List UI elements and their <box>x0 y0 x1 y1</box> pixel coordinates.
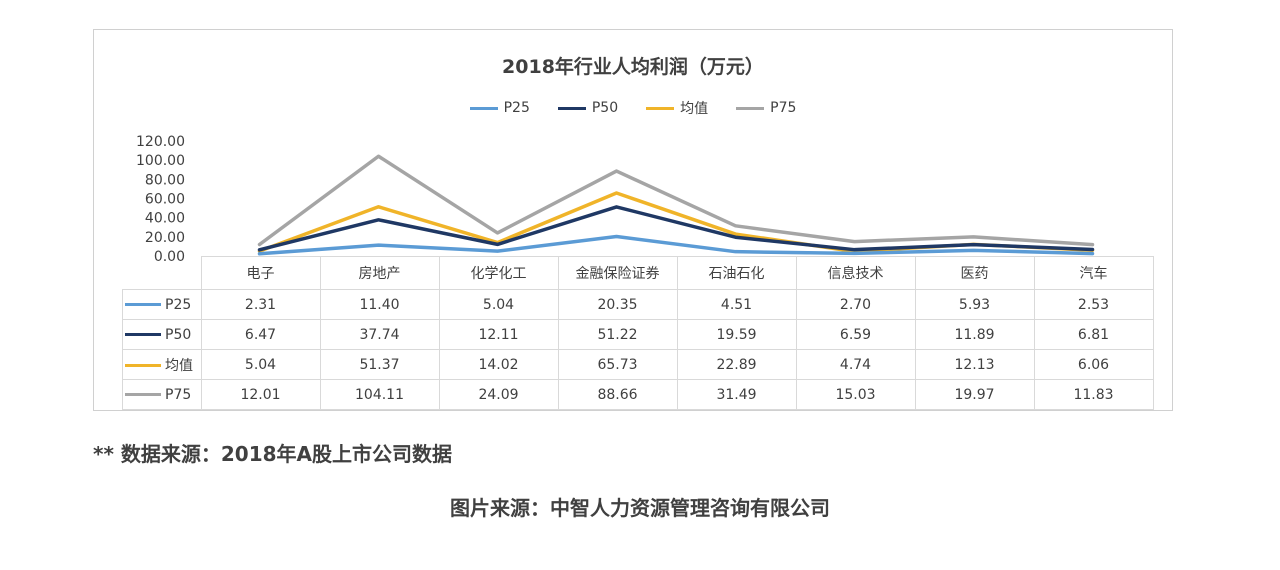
table-cell: 4.74 <box>795 349 916 380</box>
table-row-p75: P75 12.01 104.11 24.09 88.66 31.49 15.03… <box>122 379 1154 410</box>
series-swatch <box>125 303 161 306</box>
table-row-mean: 均值 5.04 51.37 14.02 65.73 22.89 4.74 12.… <box>122 349 1154 380</box>
row-header: P25 <box>122 289 202 320</box>
table-cell: 104.11 <box>319 379 440 410</box>
row-header: P50 <box>122 319 202 350</box>
table-cell: 88.66 <box>557 379 678 410</box>
y-tick-label: 100.00 <box>136 153 185 169</box>
table-cell: 15.03 <box>795 379 916 410</box>
y-tick-label: 120.00 <box>136 134 185 150</box>
table-cell: 5.04 <box>200 349 321 380</box>
table-cell: 65.73 <box>557 349 678 380</box>
legend-line-p75 <box>736 106 765 110</box>
table-cell: 20.35 <box>557 289 678 320</box>
chart-legend: P25 P50 均值 P75 <box>94 98 1172 118</box>
table-cell: 12.13 <box>914 349 1035 380</box>
table-cell: 51.37 <box>319 349 440 380</box>
row-header: P75 <box>122 379 202 410</box>
data-table: 电子 房地产 化学化工 金融保险证券 石油石化 信息技术 医药 汽车 P25 2… <box>122 256 1154 410</box>
table-cell: 22.89 <box>676 349 797 380</box>
legend-item-p75: P75 <box>736 98 796 118</box>
legend-label-p50: P50 <box>591 100 619 116</box>
category-label: 信息技术 <box>795 256 916 290</box>
legend-label-p25: P25 <box>503 100 530 116</box>
row-header: 均值 <box>122 349 202 380</box>
category-label: 金融保险证券 <box>557 256 678 290</box>
series-swatch <box>125 393 161 396</box>
table-cell: 31.49 <box>676 379 797 410</box>
table-cell: 6.47 <box>200 319 321 350</box>
table-corner <box>122 256 202 290</box>
category-label: 医药 <box>914 256 1035 290</box>
table-cell: 11.89 <box>914 319 1035 350</box>
legend-item-mean: 均值 <box>646 98 708 118</box>
series-swatch <box>125 333 161 336</box>
table-cell: 2.70 <box>795 289 916 320</box>
y-tick-label: 20.00 <box>145 230 185 246</box>
table-cell: 11.83 <box>1033 379 1154 410</box>
table-cell: 37.74 <box>319 319 440 350</box>
series-label: P75 <box>165 386 192 403</box>
table-cell: 2.53 <box>1033 289 1154 320</box>
y-tick-label: 40.00 <box>145 211 185 227</box>
table-cell: 19.59 <box>676 319 797 350</box>
table-cell: 5.93 <box>914 289 1035 320</box>
table-cell: 6.59 <box>795 319 916 350</box>
table-cell: 4.51 <box>676 289 797 320</box>
table-cell: 24.09 <box>438 379 559 410</box>
chart-title: 2018年行业人均利润（万元） <box>502 56 764 78</box>
legend-item-p50: P50 <box>557 98 619 118</box>
category-label: 石油石化 <box>676 256 797 290</box>
category-label: 汽车 <box>1033 256 1154 290</box>
table-cell: 14.02 <box>438 349 559 380</box>
series-line-p50 <box>257 205 1095 252</box>
table-cell: 11.40 <box>319 289 440 320</box>
series-label: P25 <box>165 296 192 313</box>
series-swatch <box>125 364 161 367</box>
category-label: 电子 <box>200 256 321 290</box>
legend-item-p25: P25 <box>469 98 530 118</box>
category-label: 房地产 <box>319 256 440 290</box>
table-cell: 2.31 <box>200 289 321 320</box>
category-label: 化学化工 <box>438 256 559 290</box>
table-row-p25: P25 2.31 11.40 5.04 20.35 4.51 2.70 5.93… <box>122 289 1154 320</box>
table-cell: 5.04 <box>438 289 559 320</box>
legend-line-p25 <box>469 106 498 110</box>
y-tick-label: 80.00 <box>145 172 185 188</box>
series-line-p25 <box>257 234 1095 256</box>
series-label: P50 <box>165 326 192 343</box>
table-cell: 6.06 <box>1033 349 1154 380</box>
chart-frame: 2018年行业人均利润（万元） P25 P50 均值 P75 0.00 20.00… <box>93 29 1173 411</box>
table-cell: 12.11 <box>438 319 559 350</box>
legend-label-p75: P75 <box>770 100 797 116</box>
table-cell: 6.81 <box>1033 319 1154 350</box>
image-source-credit: 图片来源：中智人力资源管理咨询有限公司 <box>450 496 830 520</box>
series-label: 均值 <box>165 357 193 374</box>
table-cell: 51.22 <box>557 319 678 350</box>
legend-label-mean: 均值 <box>680 101 709 117</box>
table-row-p50: P50 6.47 37.74 12.11 51.22 19.59 6.59 11… <box>122 319 1154 350</box>
legend-line-p50 <box>557 106 586 110</box>
table-cell: 19.97 <box>914 379 1035 410</box>
series-line-p75 <box>257 154 1095 247</box>
legend-line-mean <box>646 106 675 110</box>
series-lines <box>257 154 1095 256</box>
table-header-row: 电子 房地产 化学化工 金融保险证券 石油石化 信息技术 医药 汽车 <box>122 256 1154 290</box>
y-tick-label: 60.00 <box>145 192 185 208</box>
data-source-footnote: ** 数据来源：2018年A股上市公司数据 <box>93 442 453 466</box>
table-cell: 12.01 <box>200 379 321 410</box>
